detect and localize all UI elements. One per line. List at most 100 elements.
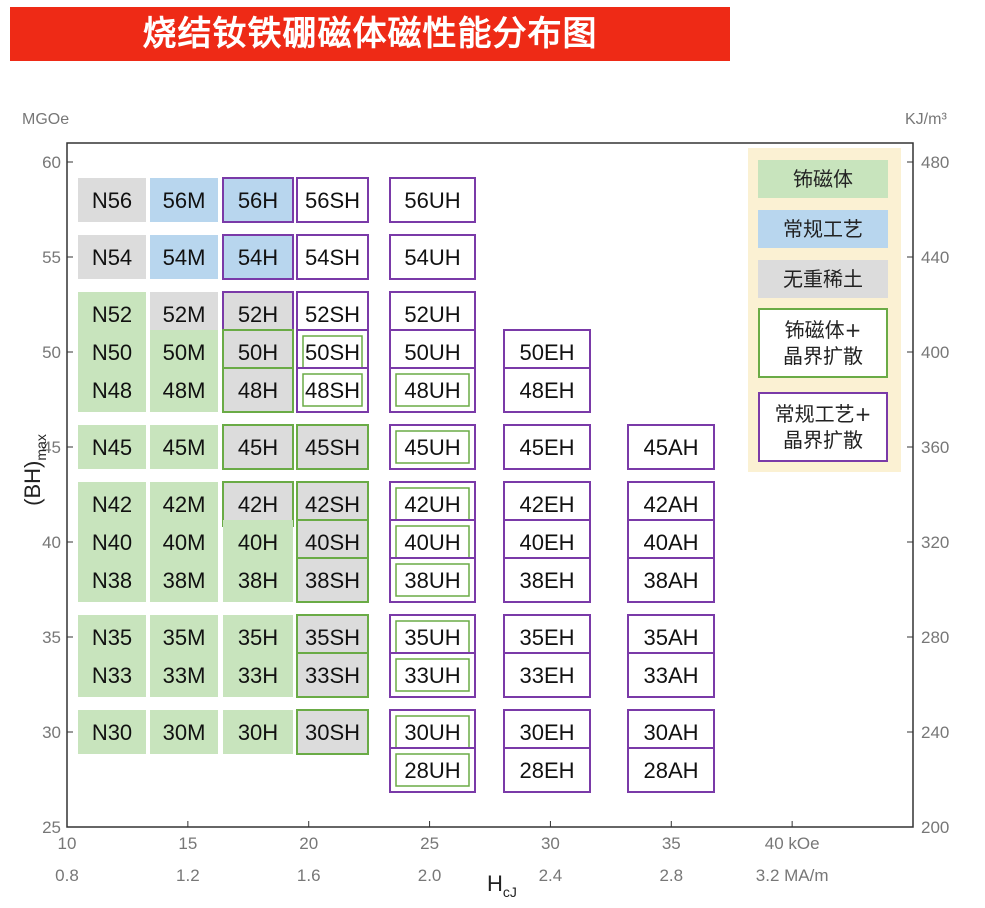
- grade-label: N48: [92, 378, 132, 403]
- grade-cell: [296, 557, 369, 603]
- grade-cell: [296, 367, 369, 413]
- grade-label: 40M: [163, 530, 206, 555]
- grade-label: 45M: [163, 435, 206, 460]
- legend-item-cerium-plus-gbd: 钸磁体+ 晶界扩散: [758, 308, 888, 378]
- y-right-tick-label: 360: [921, 438, 949, 457]
- grade-cell: [78, 292, 146, 336]
- legend-item-conventional-process: 常规工艺: [758, 210, 888, 248]
- grade-label: 30AH: [643, 720, 698, 745]
- x-tick-label: 35: [662, 834, 681, 853]
- grade-cell: [78, 653, 146, 697]
- grade-cell: [627, 652, 715, 698]
- grade-label: 56H: [238, 188, 278, 213]
- grade-label: 45H: [238, 435, 278, 460]
- grade-cell: [150, 520, 218, 564]
- x-tick-label: 30: [541, 834, 560, 853]
- x-tick-label-secondary: 2.0: [418, 866, 442, 885]
- grade-label: 42H: [238, 492, 278, 517]
- grade-label: N42: [92, 492, 132, 517]
- grade-cell: [296, 519, 369, 565]
- y-axis-label-sub: max: [33, 434, 49, 460]
- grade-label: 45SH: [305, 435, 360, 460]
- grade-label: 28UH: [404, 758, 460, 783]
- legend: 钸磁体 常规工艺 无重稀土 钸磁体+ 晶界扩散 常规工艺+ 晶界扩散: [748, 148, 901, 472]
- grade-label: 54SH: [305, 245, 360, 270]
- grade-label: 35M: [163, 625, 206, 650]
- grade-cell: [503, 424, 591, 470]
- grade-cell: [389, 177, 476, 223]
- grade-label: 42SH: [305, 492, 360, 517]
- x-tick-label: 15: [178, 834, 197, 853]
- grade-label: N54: [92, 245, 132, 270]
- grade-label: 35AH: [643, 625, 698, 650]
- legend-label-line2: 晶界扩散: [783, 428, 863, 452]
- grade-cell: [503, 481, 591, 527]
- y-right-tick-label: 440: [921, 248, 949, 267]
- grade-cell: [150, 330, 218, 374]
- grade-cell: [222, 481, 294, 527]
- grade-cell: [78, 330, 146, 374]
- y-tick-label: 35: [42, 628, 61, 647]
- x-tick-label-secondary: 0.8: [55, 866, 79, 885]
- grade-cell: [627, 747, 715, 793]
- grade-cell: [150, 482, 218, 526]
- grade-label: N40: [92, 530, 132, 555]
- y-right-tick-label: 480: [921, 153, 949, 172]
- grade-cell: [150, 292, 218, 336]
- grade-label: N52: [92, 302, 132, 327]
- y-right-tick-label: 200: [921, 818, 949, 837]
- x-tick-label-secondary: 1.2: [176, 866, 200, 885]
- grade-label: 42EH: [519, 492, 574, 517]
- y-axis-label: (BH)max: [20, 434, 49, 506]
- grade-label: 48H: [238, 378, 278, 403]
- grade-label: 30UH: [404, 720, 460, 745]
- grade-label: 50UH: [404, 340, 460, 365]
- grade-cell: [389, 519, 476, 565]
- grade-label: 50H: [238, 340, 278, 365]
- grade-label: 56SH: [305, 188, 360, 213]
- grade-label: 40UH: [404, 530, 460, 555]
- grade-label: 30M: [163, 720, 206, 745]
- grade-label: 45AH: [643, 435, 698, 460]
- grade-label: 54H: [238, 245, 278, 270]
- x-tick-label-secondary: 2.4: [539, 866, 563, 885]
- grade-label: 50M: [163, 340, 206, 365]
- x-tick-label-secondary: 2.8: [659, 866, 683, 885]
- grade-cell: [78, 615, 146, 659]
- grade-label: 38H: [238, 568, 278, 593]
- grade-label: 38SH: [305, 568, 360, 593]
- y-right-tick-label: 240: [921, 723, 949, 742]
- grade-cell: [222, 291, 294, 337]
- grade-cell: [223, 653, 293, 697]
- legend-label: 钸磁体: [793, 167, 853, 191]
- y-tick-label: 55: [42, 248, 61, 267]
- grade-cell: [150, 425, 218, 469]
- x-tick-label: 25: [420, 834, 439, 853]
- legend-label-line1: 常规工艺+: [774, 402, 872, 426]
- grade-cell: [223, 710, 293, 754]
- grade-cell: [150, 710, 218, 754]
- grade-cell: [503, 329, 591, 375]
- x-tick-label-secondary: 1.6: [297, 866, 321, 885]
- grade-label: 48SH: [305, 378, 360, 403]
- grade-label: N45: [92, 435, 132, 460]
- grade-cell-inner-border: [395, 563, 470, 597]
- grade-label: 48UH: [404, 378, 460, 403]
- grade-cell-inner-border: [395, 373, 470, 407]
- plot-frame: [66, 142, 914, 828]
- grade-cell: [389, 424, 476, 470]
- grade-cell: [389, 291, 476, 337]
- grade-cell: [150, 368, 218, 412]
- x-axis-label: HcJ: [487, 871, 517, 900]
- grade-cell: [503, 557, 591, 603]
- grade-label: N50: [92, 340, 132, 365]
- grade-cell: [223, 520, 293, 564]
- grade-cell: [78, 710, 146, 754]
- grade-cell: [296, 709, 369, 755]
- grade-label: 45UH: [404, 435, 460, 460]
- y-right-unit: KJ/m³: [905, 111, 947, 128]
- grade-label: 33EH: [519, 663, 574, 688]
- grade-cell-inner-border: [302, 373, 363, 407]
- legend-label-line2: 晶界扩散: [783, 344, 863, 368]
